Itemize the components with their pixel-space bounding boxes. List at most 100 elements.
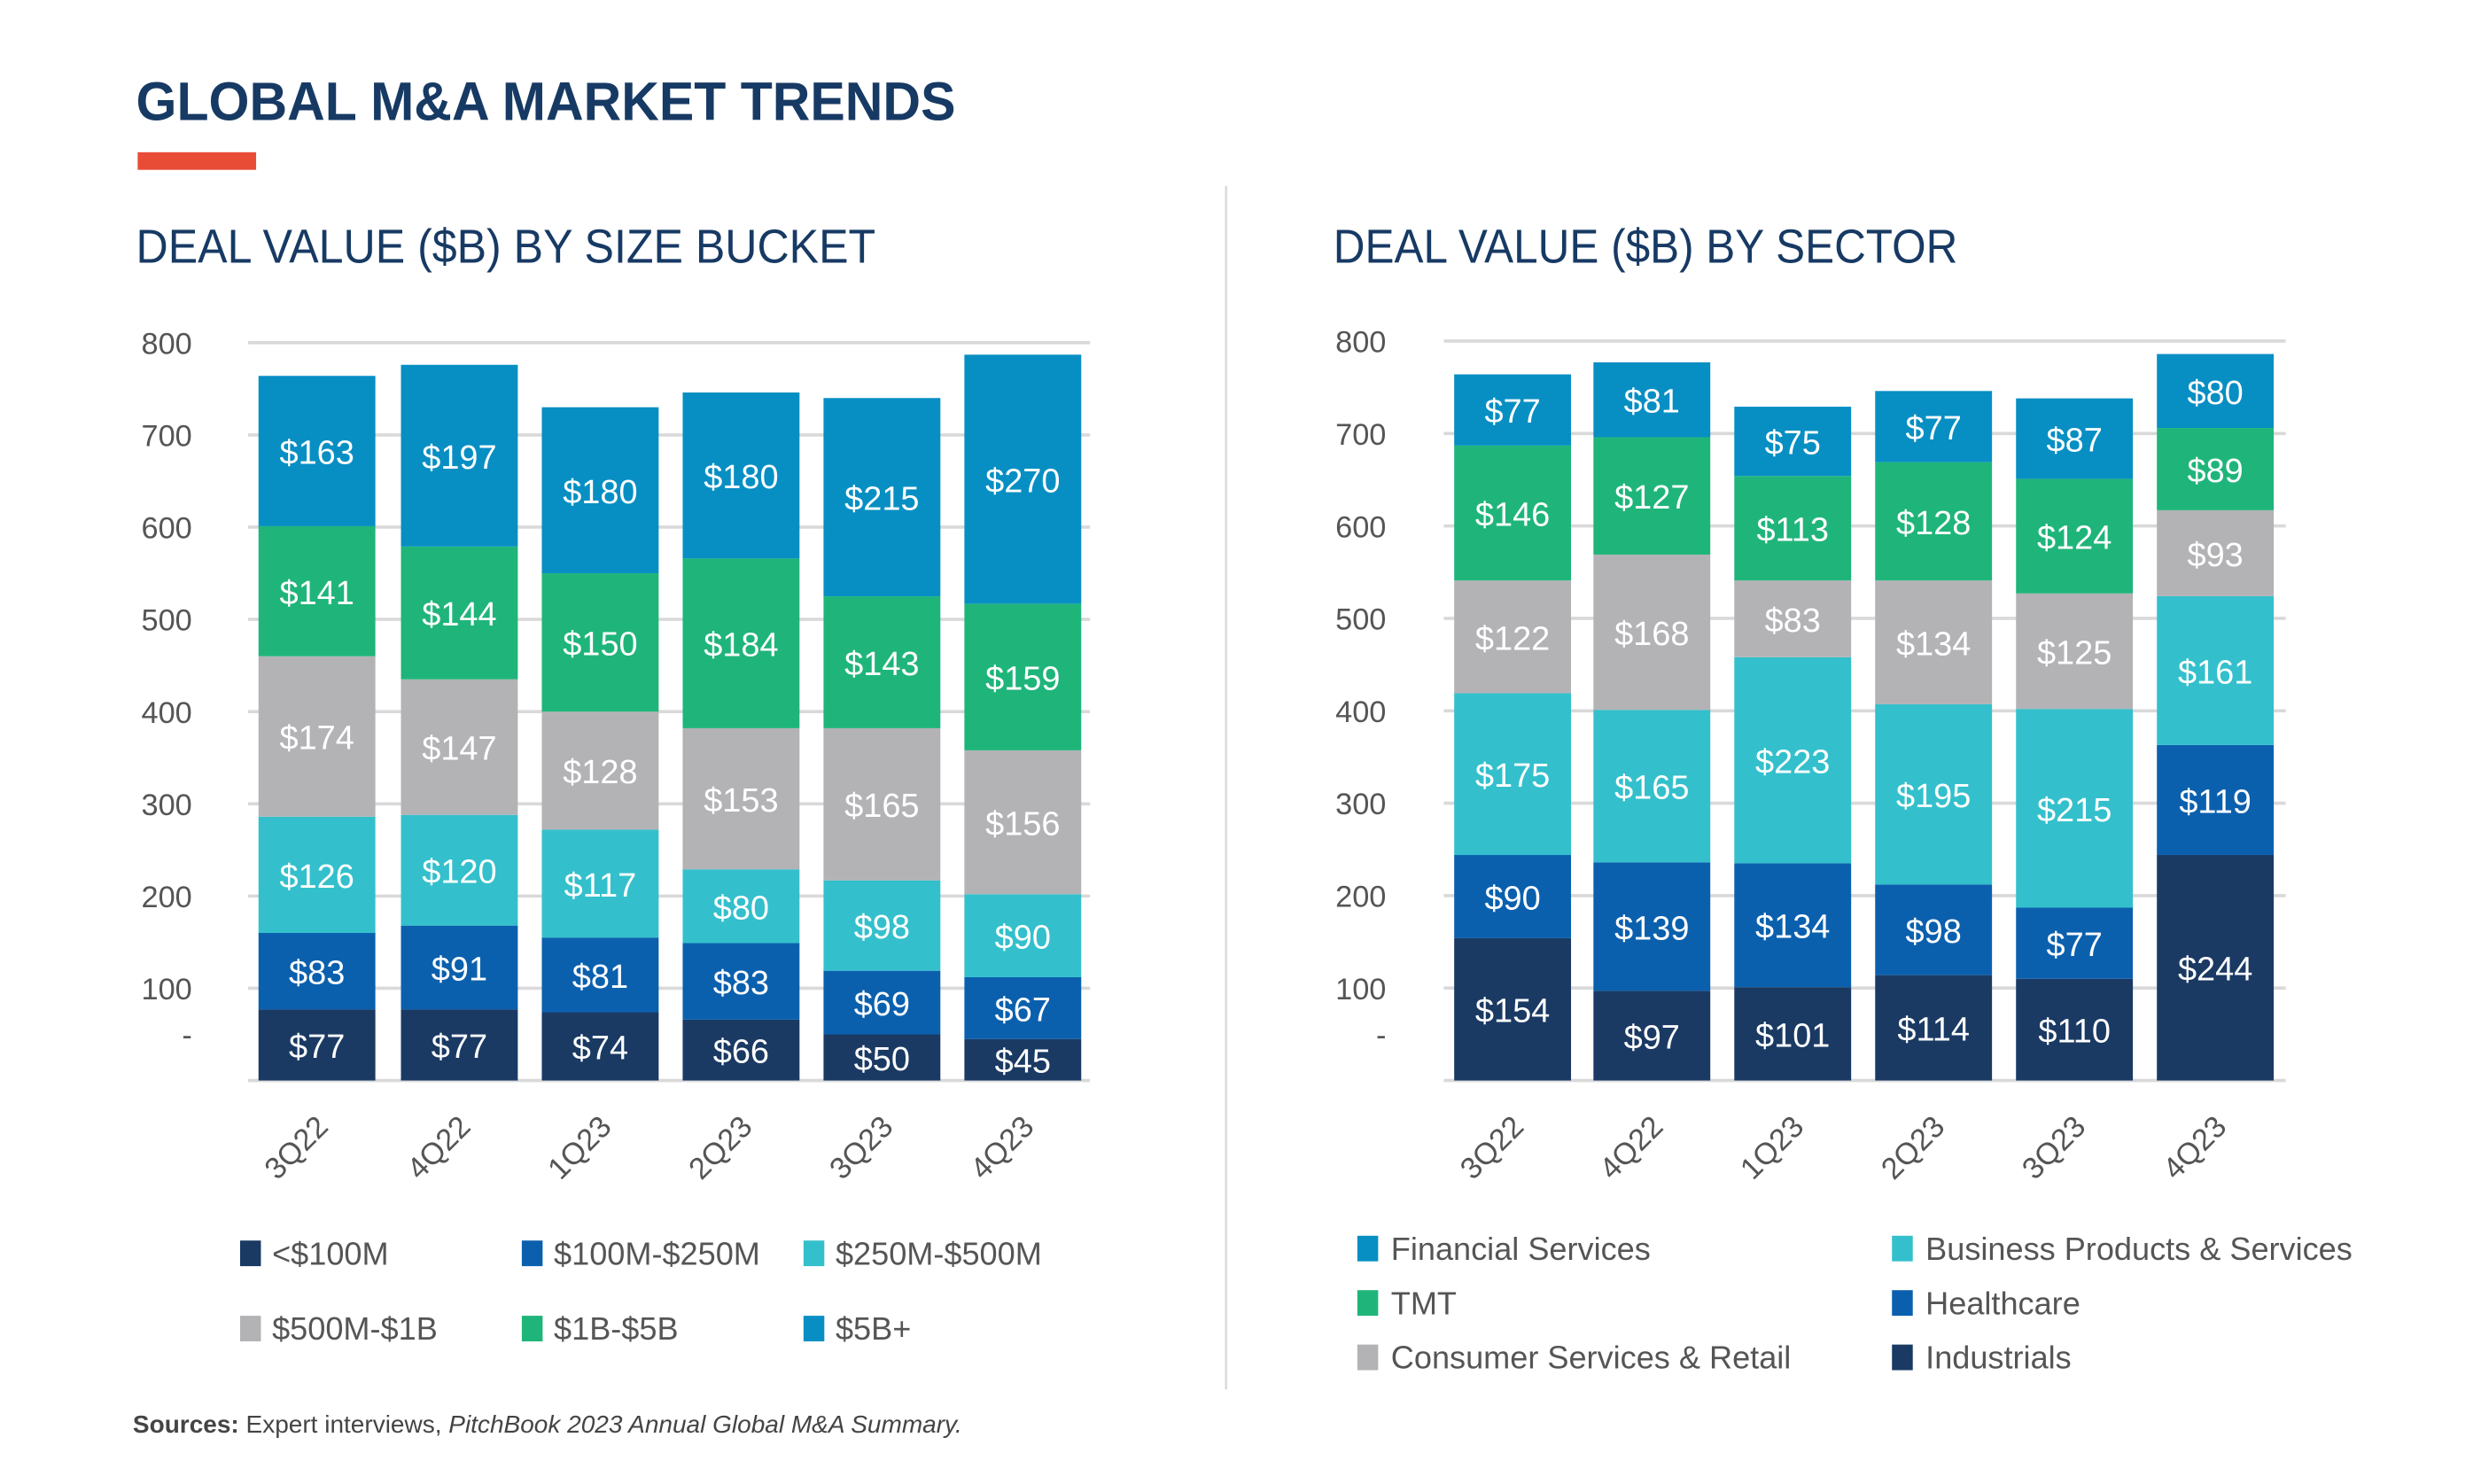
bar-segment: [2157, 855, 2275, 1081]
bar-segment: [682, 943, 800, 1020]
data-label: $139: [1614, 910, 1689, 947]
data-label: $119: [2179, 783, 2252, 820]
data-label: $114: [1897, 1012, 1970, 1049]
bar-segment: [823, 970, 941, 1035]
bar-segment: [401, 1009, 518, 1081]
bar-segment: [1734, 863, 1852, 988]
bar-segment: [1454, 693, 1572, 856]
data-label: $165: [844, 788, 919, 825]
x-tick-label: 4Q23: [2157, 1110, 2233, 1186]
legend-label: <$100M: [272, 1235, 389, 1271]
data-label: $174: [279, 720, 354, 758]
data-label: $81: [572, 959, 628, 996]
x-tick-label: 4Q22: [1593, 1110, 1669, 1186]
legend-swatch: [521, 1316, 543, 1342]
data-label: $83: [1765, 602, 1821, 640]
legend-sector: Financial Services Business Products & Se…: [1357, 1231, 2353, 1376]
bar-segment: [2016, 907, 2134, 979]
data-label: $270: [985, 462, 1060, 500]
data-label: $80: [713, 890, 769, 927]
bar-segment: [1875, 580, 1993, 704]
data-label: $156: [985, 806, 1060, 843]
bar-segment: [258, 1009, 376, 1081]
legend-swatch: [239, 1240, 261, 1267]
data-label: $98: [1906, 913, 1962, 951]
data-label: $223: [1755, 744, 1830, 781]
data-label: $124: [2037, 520, 2112, 557]
data-label: $90: [1484, 880, 1540, 917]
bar-segment: [541, 1012, 659, 1081]
bar-segment: [1593, 710, 1711, 863]
x-tick-label: 1Q23: [1734, 1110, 1810, 1186]
data-label: $50: [854, 1041, 910, 1078]
bar-segment: [964, 894, 1082, 977]
bar-segment: [1875, 975, 1993, 1081]
data-label: $66: [713, 1034, 769, 1071]
data-label: $81: [1624, 384, 1680, 421]
data-label: $75: [1765, 425, 1821, 462]
y-tick-label: 200: [1335, 881, 1386, 914]
legend-label: Consumer Services & Retail: [1391, 1340, 1792, 1376]
data-label: $83: [713, 965, 769, 1002]
data-label: $184: [704, 627, 778, 664]
page-title: GLOBAL M&A MARKET TRENDS: [136, 72, 956, 133]
data-label: $67: [995, 991, 1051, 1029]
data-label: $89: [2187, 453, 2243, 490]
x-tick-label: 3Q23: [2016, 1110, 2092, 1186]
bar-segment: [682, 558, 800, 728]
data-label: $83: [289, 955, 345, 992]
data-label: $77: [1484, 393, 1540, 431]
data-label: $74: [572, 1030, 628, 1068]
data-label: $215: [2037, 792, 2112, 829]
bar-segment: [682, 727, 800, 870]
bar-segment: [682, 392, 800, 559]
data-label: $195: [1896, 778, 1971, 815]
legend-label: $1B-$5B: [554, 1310, 679, 1347]
y-tick-label: 100: [1335, 973, 1386, 1006]
bar-segment: [258, 816, 376, 934]
bar-segment: [682, 869, 800, 944]
data-label: $113: [1756, 512, 1829, 549]
bar-segment: [1734, 580, 1852, 657]
legend-label: Business Products & Services: [1925, 1231, 2353, 1267]
bar-segment: [541, 711, 659, 830]
bar-segment: [964, 1038, 1082, 1081]
y-tick-label: 100: [142, 973, 192, 1006]
bar-segment: [823, 727, 941, 881]
data-label: $161: [2178, 654, 2252, 691]
legend-label: TMT: [1391, 1285, 1457, 1321]
bar-segment: [1454, 855, 1572, 938]
bar-segment: [401, 814, 518, 926]
data-label: $126: [279, 859, 354, 896]
legend-swatch: [803, 1240, 825, 1267]
data-label: $143: [844, 646, 919, 683]
bar-segment: [541, 829, 659, 938]
data-label: $93: [2187, 537, 2243, 574]
y-tick-label: 300: [1335, 788, 1386, 821]
legend-swatch: [803, 1316, 825, 1342]
data-label: $77: [2047, 927, 2103, 964]
y-tick-label: 800: [1335, 326, 1386, 360]
bar-segment: [1454, 937, 1572, 1081]
data-label: $77: [289, 1029, 345, 1066]
bar-segment: [1454, 580, 1572, 694]
data-label: $168: [1614, 616, 1689, 653]
data-label: $69: [854, 986, 910, 1023]
data-label: $77: [432, 1029, 487, 1066]
y-tick-label: -: [182, 1019, 191, 1053]
bar-segment: [1734, 476, 1852, 581]
legend-size-bucket: <$100M $100M-$250M $250M-$500M $500M-$1B $1B…: [239, 1235, 1042, 1347]
legend-swatch: [1892, 1290, 1913, 1317]
chart-sector: - 100 200 300 400 500 600 700 800 $154 $90 $175 $122…: [1335, 326, 2286, 1186]
data-label: $134: [1896, 626, 1971, 664]
x-tick-label: 3Q22: [259, 1110, 335, 1186]
data-label: $150: [563, 626, 637, 664]
x-tick-label: 3Q23: [823, 1110, 899, 1186]
data-label: $90: [995, 920, 1051, 957]
x-tick-label: 4Q22: [401, 1110, 477, 1186]
y-tick-label: 600: [142, 512, 192, 546]
bar-segment: [682, 1019, 800, 1081]
bar-segment: [1593, 991, 1711, 1081]
data-label: $244: [2178, 952, 2252, 989]
